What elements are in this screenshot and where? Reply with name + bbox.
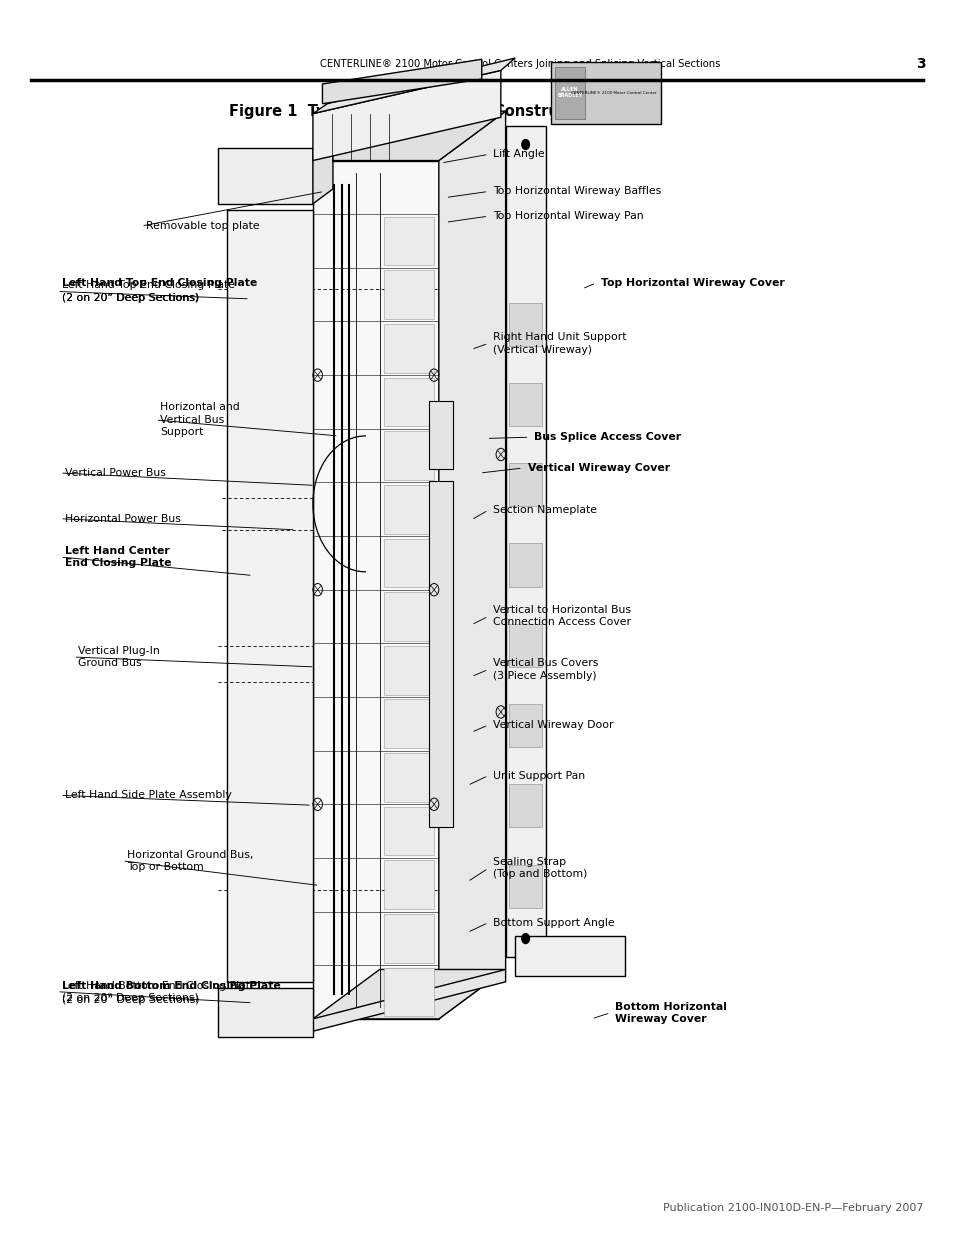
Text: Left Hand Top End Closing Plate: Left Hand Top End Closing Plate	[62, 278, 257, 288]
Polygon shape	[438, 111, 505, 1019]
Text: CENTERLINE® 2100 Motor Control Center: CENTERLINE® 2100 Motor Control Center	[570, 90, 656, 95]
Text: Vertical Bus Covers
(3 Piece Assembly): Vertical Bus Covers (3 Piece Assembly)	[493, 658, 598, 680]
Polygon shape	[313, 161, 438, 1019]
Text: Vertical Plug-In
Ground Bus: Vertical Plug-In Ground Bus	[78, 646, 160, 668]
Polygon shape	[313, 58, 515, 114]
Polygon shape	[429, 482, 453, 827]
Polygon shape	[322, 59, 481, 104]
Polygon shape	[384, 270, 434, 319]
Polygon shape	[384, 861, 434, 909]
Polygon shape	[384, 699, 434, 748]
Text: Left Hand Side Plate Assembly: Left Hand Side Plate Assembly	[65, 790, 232, 800]
Text: Publication 2100-IN010D-EN-P—February 2007: Publication 2100-IN010D-EN-P—February 20…	[662, 1203, 923, 1213]
Polygon shape	[313, 133, 333, 204]
Text: 3: 3	[915, 57, 924, 72]
Polygon shape	[384, 216, 434, 266]
Polygon shape	[313, 70, 500, 161]
Text: Horizontal Ground Bus,
Top or Bottom: Horizontal Ground Bus, Top or Bottom	[127, 850, 253, 872]
Text: Top Horizontal Wireway Cover: Top Horizontal Wireway Cover	[600, 278, 784, 288]
Polygon shape	[384, 324, 434, 373]
Text: Sealing Strap
(Top and Bottom): Sealing Strap (Top and Bottom)	[493, 857, 587, 879]
Polygon shape	[313, 111, 505, 161]
Polygon shape	[505, 126, 545, 957]
Text: Vertical Wireway Cover: Vertical Wireway Cover	[527, 463, 669, 473]
Polygon shape	[509, 543, 541, 587]
Text: Horizontal and
Vertical Bus
Support: Horizontal and Vertical Bus Support	[160, 403, 240, 437]
Polygon shape	[384, 806, 434, 856]
Text: Horizontal Power Bus: Horizontal Power Bus	[65, 514, 180, 524]
Polygon shape	[384, 646, 434, 694]
Polygon shape	[384, 593, 434, 641]
Text: ALLEN
BRADLEY: ALLEN BRADLEY	[557, 88, 582, 98]
Text: Bottom Support Angle: Bottom Support Angle	[493, 918, 614, 927]
Polygon shape	[515, 936, 624, 976]
Text: Vertical Wireway Door: Vertical Wireway Door	[493, 720, 613, 730]
Text: (2 on 20” Deep Sections): (2 on 20” Deep Sections)	[62, 995, 199, 1005]
Text: (2 on 20” Deep Sections): (2 on 20” Deep Sections)	[62, 293, 199, 303]
Polygon shape	[509, 864, 541, 908]
Text: Section Nameplate: Section Nameplate	[493, 505, 597, 515]
Text: Lift Angle: Lift Angle	[493, 149, 544, 159]
Text: Top Horizontal Wireway Pan: Top Horizontal Wireway Pan	[493, 211, 643, 221]
Text: Left Hand Center
End Closing Plate: Left Hand Center End Closing Plate	[65, 546, 172, 568]
Polygon shape	[217, 988, 313, 1037]
Polygon shape	[313, 969, 505, 1031]
Text: Right Hand Unit Support
(Vertical Wireway): Right Hand Unit Support (Vertical Wirewa…	[493, 332, 626, 354]
Polygon shape	[509, 784, 541, 827]
Text: Figure 1  Typical 15” Deep MCC Construction: Figure 1 Typical 15” Deep MCC Constructi…	[230, 104, 599, 119]
Text: Bottom Horizontal
Wireway Cover: Bottom Horizontal Wireway Cover	[615, 1002, 726, 1024]
Polygon shape	[509, 704, 541, 747]
Text: Removable top plate: Removable top plate	[146, 221, 259, 231]
Circle shape	[521, 934, 529, 944]
Polygon shape	[509, 624, 541, 667]
Text: Top Horizontal Wireway Baffles: Top Horizontal Wireway Baffles	[493, 186, 660, 196]
Circle shape	[521, 140, 529, 149]
Polygon shape	[509, 463, 541, 506]
Polygon shape	[384, 378, 434, 426]
Text: Vertical to Horizontal Bus
Connection Access Cover: Vertical to Horizontal Bus Connection Ac…	[493, 605, 631, 627]
Polygon shape	[555, 67, 584, 119]
Polygon shape	[509, 303, 541, 346]
Polygon shape	[429, 401, 453, 469]
Text: Left Hand Top End Closing Plate
(2 on 20" Deep Sections): Left Hand Top End Closing Plate (2 on 20…	[62, 280, 234, 303]
Polygon shape	[384, 431, 434, 480]
Polygon shape	[384, 753, 434, 802]
Text: Left Hand Bottom End Closing Plate: Left Hand Bottom End Closing Plate	[62, 981, 280, 990]
Text: Vertical Power Bus: Vertical Power Bus	[65, 468, 166, 478]
Polygon shape	[551, 62, 660, 124]
Polygon shape	[384, 914, 434, 963]
Polygon shape	[384, 485, 434, 534]
Polygon shape	[217, 148, 313, 204]
Polygon shape	[384, 968, 434, 1016]
Text: Bus Splice Access Cover: Bus Splice Access Cover	[534, 432, 680, 442]
Polygon shape	[384, 538, 434, 588]
Text: Left Hand Bottom End Closing Plate
(2 on 20" Deep Sections): Left Hand Bottom End Closing Plate (2 on…	[62, 981, 256, 1003]
Polygon shape	[227, 210, 313, 982]
Polygon shape	[509, 383, 541, 426]
Text: Unit Support Pan: Unit Support Pan	[493, 771, 585, 781]
Polygon shape	[313, 969, 505, 1019]
Text: CENTERLINE® 2100 Motor Control Centers Joining and Splicing Vertical Sections: CENTERLINE® 2100 Motor Control Centers J…	[319, 59, 720, 69]
